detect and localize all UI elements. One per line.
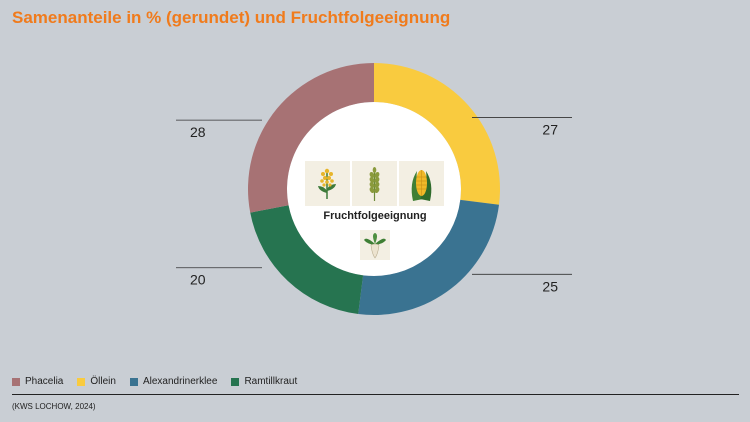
legend-item-ramtillkraut: Ramtillkraut bbox=[231, 376, 297, 387]
data-label: 27 bbox=[542, 122, 558, 138]
legend-swatch bbox=[77, 377, 86, 386]
legend-item-oellein: Öllein bbox=[77, 376, 116, 387]
legend-label: Phacelia bbox=[25, 376, 64, 387]
legend-swatch bbox=[129, 377, 138, 386]
center-label: Fruchtfolgeeignung bbox=[323, 210, 427, 222]
legend-swatch bbox=[12, 377, 20, 386]
legend-label: Alexandrinerklee bbox=[142, 376, 218, 387]
donut-slice-alexandrinerklee bbox=[358, 199, 500, 315]
footer-divider bbox=[12, 394, 739, 395]
data-label: 20 bbox=[190, 272, 206, 288]
legend: Phacelia Öllein Alexandrinerklee Ramtill… bbox=[12, 376, 297, 387]
donut-slice-oellein bbox=[374, 63, 500, 205]
chart-title: Samenanteile in % (gerundet) und Fruchtf… bbox=[12, 8, 451, 27]
source-note: (KWS LOCHOW, 2024) bbox=[12, 402, 96, 411]
donut-slice-phacelia bbox=[247, 63, 374, 213]
data-label: 25 bbox=[542, 278, 558, 294]
legend-item-alexandrinerklee: Alexandrinerklee bbox=[129, 376, 218, 387]
legend-label: Ramtillkraut bbox=[244, 376, 298, 387]
legend-label: Öllein bbox=[90, 376, 116, 387]
rapeseed-icon bbox=[305, 161, 350, 206]
legend-item-phacelia: Phacelia bbox=[12, 376, 63, 387]
data-label: 28 bbox=[190, 124, 206, 140]
cereal-icon bbox=[352, 161, 397, 206]
sugar-beet-icon bbox=[360, 230, 390, 260]
legend-swatch bbox=[231, 377, 240, 386]
donut-slice-ramtillkraut bbox=[250, 205, 364, 315]
corn-icon bbox=[399, 161, 444, 206]
